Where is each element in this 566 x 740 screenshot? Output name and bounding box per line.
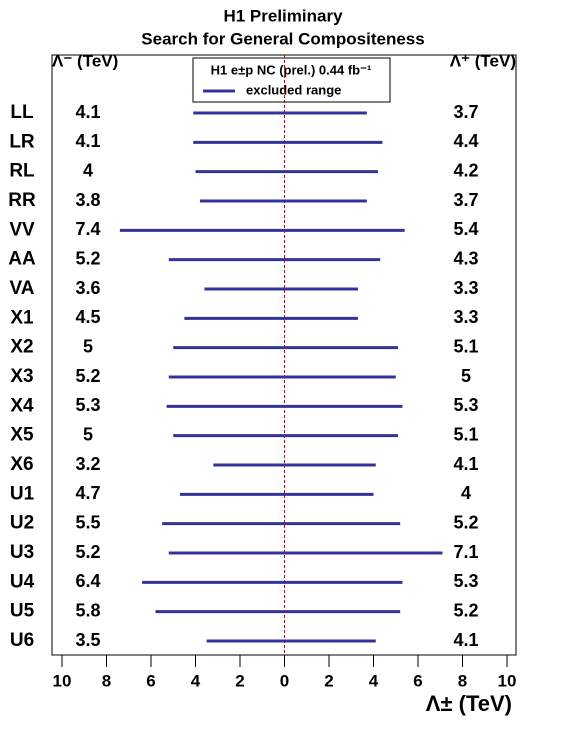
- lambda-plus-label: 3.7: [453, 102, 478, 122]
- lambda-plus-label: 4.2: [453, 160, 478, 180]
- lambda-plus-label: 4: [461, 483, 471, 503]
- category-label: X3: [10, 366, 33, 387]
- category-label: X1: [10, 307, 34, 328]
- right-label: Λ⁺ (TeV): [450, 51, 516, 70]
- x-tick-label: 6: [413, 671, 422, 690]
- x-tick-label: 2: [324, 671, 333, 690]
- category-label: U4: [10, 571, 35, 592]
- lambda-minus-label: 4.1: [75, 131, 100, 151]
- lambda-plus-label: 7.1: [453, 542, 478, 562]
- x-axis-label: Λ± (TeV): [426, 691, 512, 716]
- x-tick-label: 10: [498, 671, 517, 690]
- lambda-minus-label: 5.3: [75, 395, 100, 415]
- chart-subtitle: Search for General Compositeness: [141, 29, 424, 48]
- category-label: VA: [10, 278, 35, 299]
- lambda-plus-label: 5.3: [453, 395, 478, 415]
- category-label: LR: [9, 131, 35, 152]
- category-label: X5: [10, 425, 34, 446]
- legend-entry: excluded range: [246, 82, 341, 97]
- x-tick-label: 10: [53, 671, 72, 690]
- lambda-plus-label: 5.1: [453, 336, 478, 356]
- category-label: X6: [10, 454, 33, 475]
- lambda-minus-label: 4.7: [75, 483, 100, 503]
- left-label: Λ⁻ (TeV): [52, 51, 118, 70]
- lambda-plus-label: 3.3: [453, 278, 478, 298]
- lambda-plus-label: 5.1: [453, 424, 478, 444]
- category-label: U5: [10, 601, 35, 622]
- lambda-plus-label: 4.1: [453, 630, 478, 650]
- lambda-minus-label: 5.2: [75, 542, 100, 562]
- lambda-minus-label: 3.5: [75, 630, 100, 650]
- lambda-plus-label: 5.2: [453, 600, 478, 620]
- lambda-minus-label: 6.4: [75, 571, 100, 591]
- x-tick-label: 0: [280, 671, 289, 690]
- x-tick-label: 6: [146, 671, 155, 690]
- lambda-minus-label: 5.2: [75, 366, 100, 386]
- category-label: U6: [10, 630, 34, 651]
- lambda-plus-label: 4.1: [453, 454, 478, 474]
- lambda-minus-label: 5: [83, 336, 93, 356]
- x-tick-label: 8: [458, 671, 467, 690]
- lambda-minus-label: 3.6: [75, 278, 100, 298]
- x-tick-label: 2: [235, 671, 244, 690]
- x-tick-label: 4: [191, 671, 201, 690]
- category-label: U3: [10, 542, 34, 563]
- lambda-minus-label: 4.1: [75, 102, 100, 122]
- lambda-plus-label: 5.3: [453, 571, 478, 591]
- lambda-minus-label: 5.5: [75, 512, 100, 532]
- lambda-minus-label: 4.5: [75, 307, 100, 327]
- lambda-minus-label: 4: [83, 160, 93, 180]
- lambda-minus-label: 5.2: [75, 248, 100, 268]
- category-label: RL: [9, 161, 35, 182]
- category-label: X2: [10, 337, 33, 358]
- category-label: U1: [10, 483, 35, 504]
- lambda-minus-label: 3.8: [75, 190, 100, 210]
- lambda-plus-label: 5.4: [453, 219, 478, 239]
- category-label: RR: [8, 190, 36, 211]
- lambda-plus-label: 4.3: [453, 248, 478, 268]
- category-label: LL: [10, 102, 34, 123]
- lambda-plus-label: 5.2: [453, 512, 478, 532]
- lambda-minus-label: 5.8: [75, 600, 100, 620]
- category-label: X4: [10, 395, 34, 416]
- category-label: AA: [8, 249, 36, 270]
- lambda-minus-label: 7.4: [75, 219, 100, 239]
- category-label: U2: [10, 513, 34, 534]
- legend-box: [192, 57, 391, 103]
- x-tick-label: 4: [369, 671, 379, 690]
- lambda-plus-label: 4.4: [453, 131, 478, 151]
- lambda-plus-label: 5: [461, 366, 471, 386]
- lambda-plus-label: 3.7: [453, 190, 478, 210]
- legend-title: H1 e±p NC (prel.) 0.44 fb⁻¹: [211, 62, 372, 77]
- category-label: VV: [9, 219, 35, 240]
- lambda-minus-label: 5: [83, 424, 93, 444]
- x-tick-label: 8: [102, 671, 111, 690]
- lambda-plus-label: 3.3: [453, 307, 478, 327]
- lambda-minus-label: 3.2: [75, 454, 100, 474]
- chart-title: H1 Preliminary: [223, 6, 343, 25]
